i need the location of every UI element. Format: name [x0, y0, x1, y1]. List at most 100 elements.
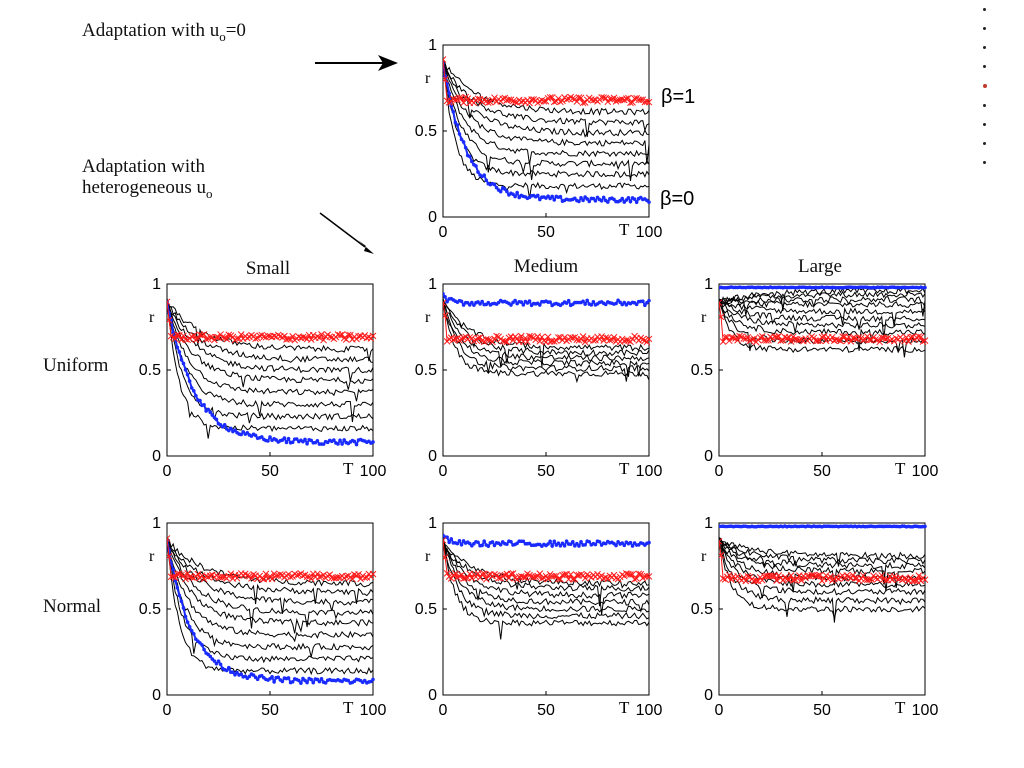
series-line-black: [719, 541, 926, 599]
series-line-blue: [443, 534, 650, 549]
y-tick-label: 0.5: [139, 601, 161, 618]
nav-dot[interactable]: [983, 104, 986, 107]
nav-dot[interactable]: [983, 84, 987, 88]
series-line-blue: [443, 63, 650, 205]
series-line-red: [719, 541, 926, 583]
series-blue: [719, 285, 927, 290]
series-line-black: [719, 287, 926, 312]
series-line-red: [167, 301, 374, 342]
y-tick-label: 1: [704, 515, 713, 532]
series-line-black: [443, 302, 650, 368]
column-label-small: Small: [245, 258, 291, 279]
x-tick-label: 100: [636, 463, 663, 480]
x-axis-label: T: [619, 220, 630, 239]
y-axis-label: r: [149, 309, 155, 326]
series-line-black: [167, 540, 374, 629]
y-tick-label: 1: [428, 515, 437, 532]
series-red: [719, 538, 929, 585]
nav-dot[interactable]: [983, 65, 986, 68]
arrow-diagonal-icon: [319, 212, 374, 254]
beta-label-0: β=0: [660, 188, 694, 210]
series-line-black: [719, 537, 926, 593]
chart-panel-uniform-medium: 0 50 100 0 0.5 1 Tr: [415, 276, 663, 480]
y-tick-label: 0: [704, 448, 713, 465]
series-line-black: [443, 63, 650, 179]
series-line-red: [443, 540, 650, 581]
series-line-black: [167, 298, 374, 362]
data-point-red: [167, 535, 171, 542]
series-line-black: [167, 540, 374, 634]
y-tick-label: 0.5: [415, 601, 437, 618]
series-blue: [167, 299, 375, 447]
x-axis-label: T: [619, 698, 630, 717]
series-line-black: [443, 63, 650, 181]
series-line-blue: [443, 293, 650, 308]
y-tick-label: 0: [152, 687, 161, 704]
series-blue: [719, 524, 927, 529]
series-line-black: [719, 301, 926, 351]
annotation-sub: o: [219, 29, 226, 44]
x-tick-label: 100: [636, 702, 663, 719]
series-line-black: [443, 538, 650, 614]
beta-label-1: β=1: [661, 86, 695, 108]
row-label-uniform: Uniform: [43, 355, 109, 376]
series-line-black: [719, 539, 926, 592]
plot-frame: [442, 522, 650, 696]
x-axis-label: T: [895, 459, 906, 478]
series-line-blue: [167, 539, 374, 685]
series-red: [443, 536, 653, 583]
plot-frame: [718, 522, 926, 696]
series-red: [719, 299, 929, 346]
nav-dot[interactable]: [983, 161, 986, 164]
arrow-right-icon: [315, 55, 398, 71]
y-tick-label: 0: [152, 448, 161, 465]
series-line-black: [443, 60, 650, 116]
nav-dot[interactable]: [983, 123, 986, 126]
series-line-black: [719, 301, 926, 354]
series-line-blue: [719, 525, 926, 528]
series-line-black: [719, 542, 926, 620]
y-axis-label: r: [425, 70, 431, 87]
series-line-red: [719, 302, 926, 344]
series-line-red: [443, 59, 650, 105]
nav-dot[interactable]: [983, 27, 986, 30]
nav-dot[interactable]: [983, 8, 986, 11]
plot-frame: [166, 522, 374, 696]
x-tick-label: 50: [537, 463, 555, 480]
y-tick-label: 0: [428, 209, 437, 226]
x-axis-label: T: [343, 459, 354, 478]
annotation-line-1: Adaptation with: [82, 156, 205, 177]
series-line-black: [167, 539, 374, 658]
nav-dot[interactable]: [983, 142, 986, 145]
y-tick-label: 1: [152, 276, 161, 293]
data-point-red: [645, 573, 653, 580]
series-line-black: [167, 541, 374, 605]
series-line-black: [167, 298, 374, 364]
series-line-black: [167, 537, 374, 614]
x-tick-label: 0: [715, 702, 724, 719]
series-line-black: [719, 300, 926, 327]
y-tick-label: 0.5: [691, 601, 713, 618]
chart-panel-uniform-small: 0 50 100 0 0.5 1 Tr: [139, 276, 387, 480]
series-line-red: [443, 302, 650, 344]
x-tick-label: 100: [636, 224, 663, 241]
series-line-black: [167, 302, 374, 439]
series-blue: [443, 291, 651, 308]
series-line-black: [167, 540, 374, 676]
series-line-black: [167, 302, 374, 424]
annotation-suffix: =0: [225, 20, 246, 41]
series-red: [167, 298, 377, 344]
series-blue: [443, 533, 651, 549]
y-axis-label: r: [425, 548, 431, 565]
x-tick-label: 50: [261, 463, 279, 480]
annotation-sub: o: [205, 186, 213, 201]
data-point-red: [167, 298, 171, 306]
chart-panel-normal-large: 0 50 100 0 0.5 1 Tr: [691, 515, 939, 719]
series-line-black: [443, 301, 650, 377]
series-line-black: [167, 299, 374, 382]
series-line-red: [167, 538, 374, 581]
nav-dot[interactable]: [983, 46, 986, 49]
series-line-black: [443, 61, 650, 137]
y-tick-label: 1: [428, 37, 437, 54]
